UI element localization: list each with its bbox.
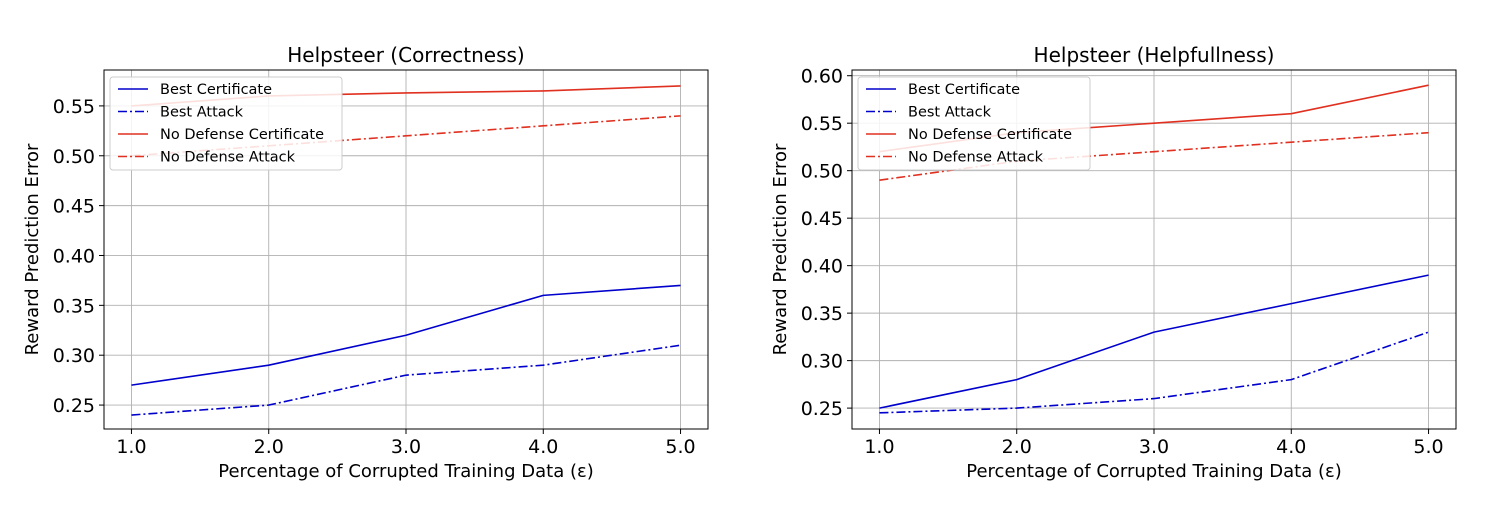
- legend-label: No Defense Attack: [908, 150, 1044, 166]
- y-tick-label: 0.35: [53, 295, 95, 317]
- x-tick-label: 2.0: [1002, 436, 1032, 458]
- legend-box: [857, 76, 1091, 171]
- y-tick-label: 0.30: [801, 351, 843, 373]
- x-tick-label: 4.0: [528, 436, 558, 458]
- legend-label: Best Certificate: [908, 82, 1020, 98]
- legend-label: No Defense Certificate: [908, 127, 1072, 143]
- x-axis-label: Percentage of Corrupted Training Data (ε…: [966, 461, 1341, 482]
- x-tick-label: 1.0: [116, 436, 146, 458]
- legend-label: Best Attack: [908, 105, 992, 121]
- x-tick-label: 5.0: [1413, 436, 1443, 458]
- chart-title: Helpsteer (Helpfullness): [1034, 43, 1275, 67]
- y-tick-label: 0.40: [53, 245, 95, 267]
- chart-panel-2: 1.0 2.0 3.0 4.0 5.0 0.25 0.30 0.35 0.40 0.45 0.50 0…: [770, 43, 1457, 482]
- x-tick-label: 3.0: [1139, 436, 1169, 458]
- y-tick-label: 0.25: [801, 398, 843, 420]
- y-tick-label: 0.50: [53, 146, 95, 168]
- legend-label: Best Attack: [160, 105, 244, 121]
- legend-label: Best Certificate: [160, 82, 272, 98]
- x-tick-label: 3.0: [391, 436, 421, 458]
- y-tick-label: 0.30: [53, 345, 95, 367]
- y-tick-label: 0.45: [801, 208, 843, 230]
- y-tick-label: 0.45: [53, 196, 95, 218]
- series-line-best-attack: [879, 331, 1429, 414]
- x-tick-label: 5.0: [665, 436, 695, 458]
- y-axis-label: Reward Prediction Error: [22, 143, 43, 355]
- legend: Best Certificate Best Attack No Defense Ce…: [109, 76, 343, 171]
- x-axis-label: Percentage of Corrupted Training Data (ε…: [218, 461, 593, 482]
- y-tick-label: 0.55: [801, 113, 843, 135]
- legend: Best Certificate Best Attack No Defense Ce…: [857, 76, 1091, 171]
- legend-label: No Defense Certificate: [160, 127, 324, 143]
- series-line-best-attack: [131, 344, 681, 416]
- chart-title: Helpsteer (Correctness): [287, 43, 524, 67]
- y-tick-label: 0.40: [801, 256, 843, 278]
- series-line-best-certificate: [131, 284, 681, 386]
- x-tick-label: 4.0: [1276, 436, 1306, 458]
- y-tick-label: 0.55: [53, 96, 95, 118]
- legend-label: No Defense Attack: [160, 150, 296, 166]
- legend-box: [109, 76, 343, 171]
- y-tick-label: 0.25: [53, 395, 95, 417]
- x-tick-label: 2.0: [254, 436, 284, 458]
- y-axis-label: Reward Prediction Error: [770, 143, 791, 355]
- series-line-best-certificate: [879, 274, 1429, 409]
- x-tick-label: 1.0: [864, 436, 894, 458]
- y-tick-label: 0.35: [801, 303, 843, 325]
- y-tick-label: 0.60: [801, 66, 843, 88]
- y-tick-label: 0.50: [801, 161, 843, 183]
- chart-panel-1: 1.0 2.0 3.0 4.0 5.0 0.25 0.30 0.35 0.40 0.45 0.50 0…: [22, 43, 709, 482]
